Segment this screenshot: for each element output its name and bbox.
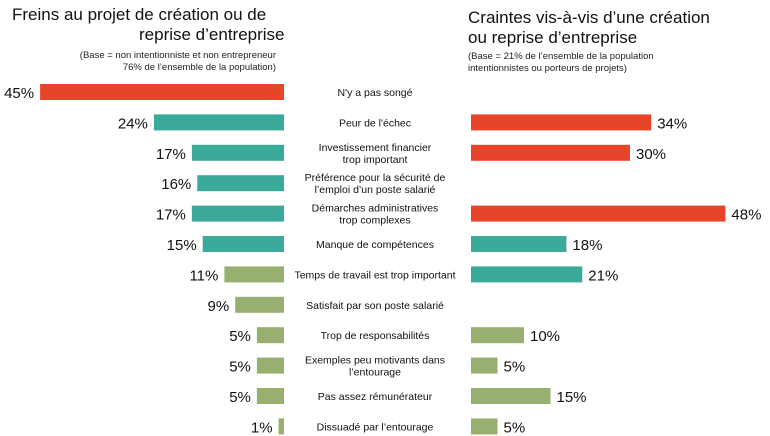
category-label: l’emploi d’un poste salarié (315, 184, 436, 196)
left-bar (191, 205, 284, 222)
left-value-label: 5% (229, 389, 251, 406)
left-bar (197, 175, 284, 192)
left-value-label: 17% (156, 146, 186, 163)
right-bar (471, 144, 630, 161)
right-value-label: 21% (588, 267, 618, 284)
category-label: Préférence pour la sécurité de (305, 172, 446, 184)
left-title-line: reprise d’entreprise (139, 25, 285, 44)
left-bar (191, 144, 284, 161)
category-label: Temps de travail est trop important (294, 269, 455, 281)
category-label: N'y a pas songé (338, 87, 413, 99)
category-label: Trop de responsabilités (321, 330, 430, 342)
left-bar (256, 388, 284, 404)
right-chart-title: Craintes vis-à-vis d’une création ou rep… (468, 8, 710, 48)
category-label: Satisfait par son poste salarié (306, 300, 444, 312)
right-value-label: 15% (557, 389, 587, 406)
left-value-label: 24% (118, 115, 148, 132)
left-value-label: 16% (161, 176, 191, 193)
right-bar (471, 236, 567, 252)
left-base-line: (Base = non intentionniste et non entrep… (79, 50, 276, 61)
right-bar (471, 357, 498, 374)
left-chart-title: Freins au projet de création ou de repri… (12, 5, 285, 45)
right-value-label: 48% (731, 207, 761, 224)
right-value-label: 5% (504, 419, 526, 436)
right-bar (471, 205, 726, 222)
category-label: trop important (343, 154, 408, 166)
category-label: l’entourage (349, 367, 401, 379)
left-value-label: 17% (156, 207, 186, 224)
left-bar (256, 327, 284, 344)
right-value-label: 10% (530, 328, 560, 345)
left-bar (235, 296, 284, 313)
category-label: Dissuadé par l’entourage (317, 421, 434, 433)
right-title-line: Craintes vis-à-vis d’une création (468, 8, 710, 27)
right-base-line: (Base = 21% de l’ensemble de la populati… (468, 51, 654, 62)
left-bar (202, 236, 284, 252)
left-bar (153, 114, 284, 131)
category-label: Investissement financier (319, 142, 432, 154)
category-label: Exemples peu motivants dans (305, 355, 445, 367)
left-bar (40, 84, 284, 100)
category-label: Pas assez rémunérateur (318, 391, 433, 403)
right-value-label: 30% (636, 146, 666, 163)
right-bar (471, 114, 652, 131)
right-bar (471, 327, 524, 344)
left-title-line: Freins au projet de création ou de (12, 5, 267, 24)
right-bar (471, 266, 583, 283)
right-title-line: ou reprise d’entreprise (468, 28, 638, 47)
category-label: Démarches administratives (312, 203, 439, 215)
right-value-label: 18% (572, 237, 602, 254)
left-value-label: 9% (208, 298, 230, 315)
left-base-line: 76% de l’ensemble de la population) (122, 62, 276, 73)
right-chart-base-note: (Base = 21% de l’ensemble de la populati… (468, 51, 654, 75)
left-bar (224, 266, 284, 283)
left-value-label: 1% (251, 419, 273, 436)
right-base-line: intentionnistes ou porteurs de projets) (468, 63, 627, 74)
left-value-label: 45% (4, 85, 34, 102)
category-label: Manque de compétences (316, 239, 434, 251)
right-value-label: 5% (504, 359, 526, 376)
right-value-label: 34% (657, 115, 687, 132)
left-chart-base-note: (Base = non intentionniste et non entrep… (80, 50, 276, 74)
right-bar (471, 418, 498, 435)
left-value-label: 15% (167, 237, 197, 254)
right-bar (471, 388, 551, 404)
left-bar (278, 418, 284, 435)
category-label: trop complexes (339, 215, 410, 227)
left-value-label: 11% (189, 267, 218, 284)
left-bar (256, 357, 284, 374)
left-value-label: 5% (229, 359, 251, 376)
category-label: Peur de l'échec (339, 117, 411, 129)
left-value-label: 5% (229, 328, 251, 345)
